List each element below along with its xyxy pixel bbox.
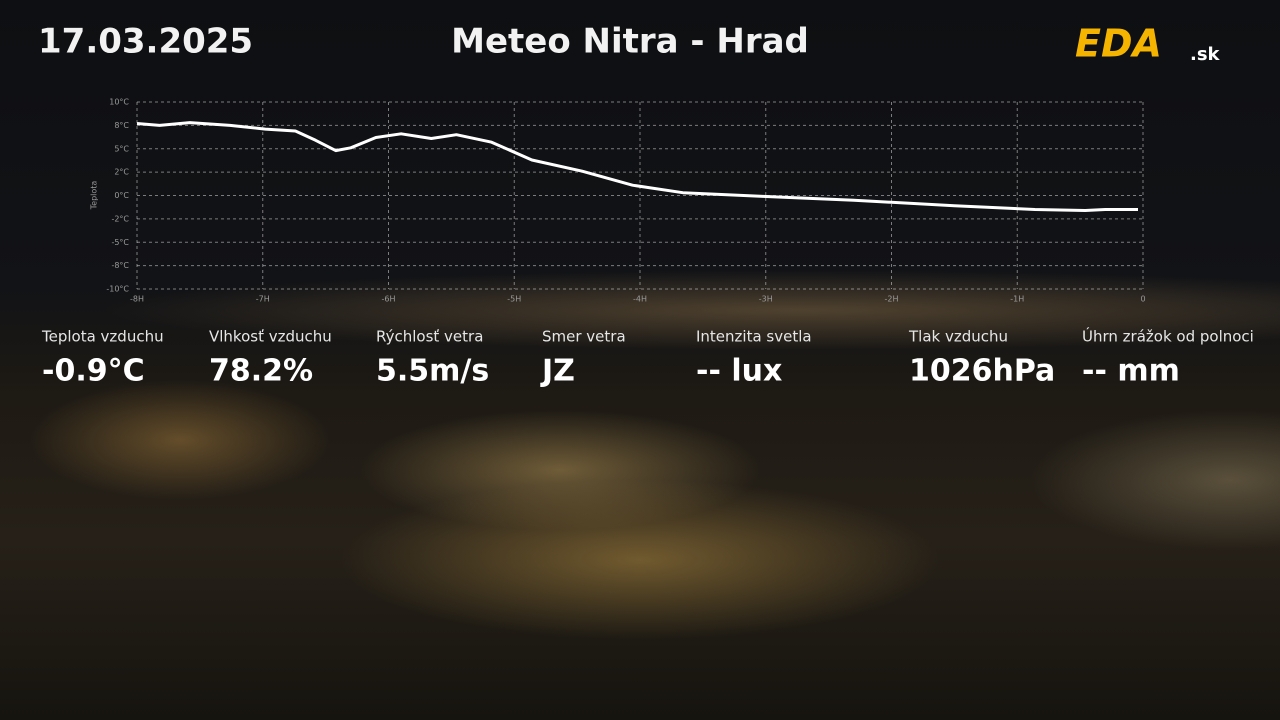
stat-label: Smer vetra xyxy=(542,328,626,346)
y-tick-label: 2°C xyxy=(114,168,129,177)
stat-value: -- mm xyxy=(1082,354,1180,389)
x-tick-label: -4H xyxy=(633,295,647,304)
x-tick-label: -5H xyxy=(507,295,521,304)
x-tick-label: -8H xyxy=(130,295,144,304)
x-tick-label: -7H xyxy=(256,295,270,304)
title: Meteo Nitra - Hrad xyxy=(451,22,809,62)
y-tick-label: 0°C xyxy=(114,191,129,200)
logo: EDA xyxy=(1075,22,1162,66)
date: 17.03.2025 xyxy=(38,22,253,62)
stat-label: Tlak vzduchu xyxy=(908,328,1008,346)
y-tick-label: 10°C xyxy=(109,98,129,107)
logo-suffix: .sk xyxy=(1190,44,1221,65)
stat-label: Vlhkosť vzduchu xyxy=(209,328,332,346)
x-tick-label: -1H xyxy=(1010,295,1024,304)
x-tick-label: 0 xyxy=(1140,295,1145,304)
stat-label: Úhrn zrážok od polnoci xyxy=(1082,327,1254,346)
stat-label: Intenzita svetla xyxy=(696,328,812,346)
stat-label: Rýchlosť vetra xyxy=(376,328,483,346)
temperature-line xyxy=(136,121,1138,212)
x-tick-label: -6H xyxy=(382,295,396,304)
y-tick-label: 8°C xyxy=(114,121,129,130)
y-tick-label: -5°C xyxy=(111,238,129,247)
x-tick-label: -2H xyxy=(885,295,899,304)
stat-value: -- lux xyxy=(696,354,782,389)
stat-value: JZ xyxy=(540,354,575,389)
stat-value: 78.2% xyxy=(209,354,313,389)
stat-label: Teplota vzduchu xyxy=(41,328,164,346)
stat-value: 5.5m/s xyxy=(376,354,489,389)
y-tick-label: -10°C xyxy=(106,285,129,294)
stat-value: 1026hPa xyxy=(909,354,1055,389)
x-tick-label: -3H xyxy=(759,295,773,304)
stat-value: -0.9°C xyxy=(42,354,145,389)
y-tick-label: -8°C xyxy=(111,261,129,270)
y-tick-label: 5°C xyxy=(114,144,129,153)
y-axis-label: Teplota xyxy=(90,181,99,211)
y-tick-label: -2°C xyxy=(111,214,129,223)
